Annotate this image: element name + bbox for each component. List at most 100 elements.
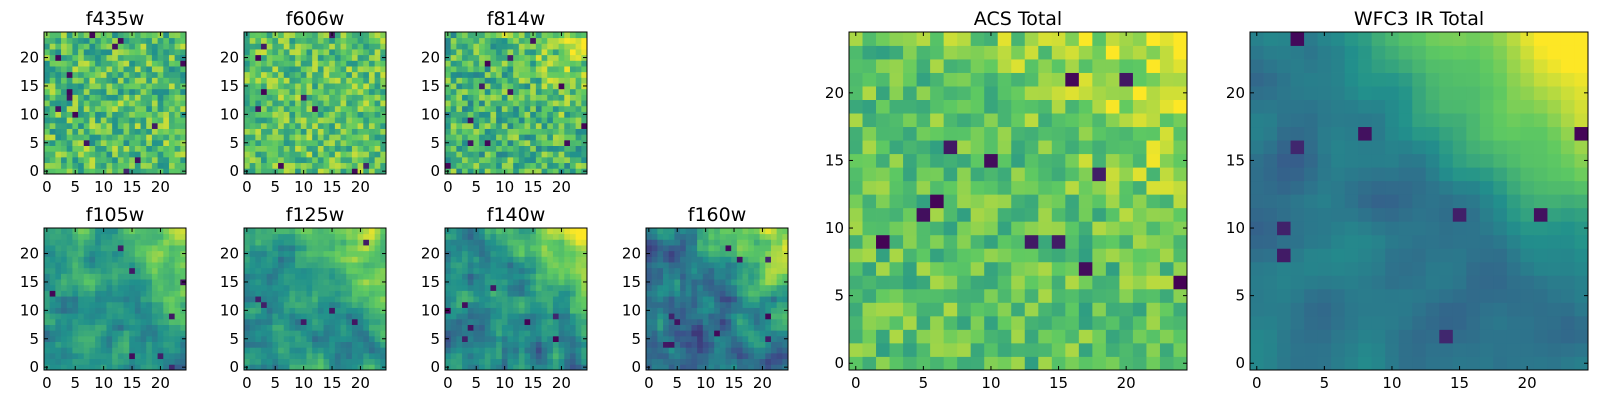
- heatmap-cell: [535, 145, 542, 152]
- heatmap-cell: [889, 180, 904, 195]
- heatmap-cell: [581, 228, 588, 235]
- heatmap-cell: [49, 156, 56, 164]
- heatmap-cell: [530, 156, 537, 164]
- heatmap-cell: [663, 228, 670, 235]
- heatmap-cell: [1038, 288, 1053, 303]
- heatmap-cell: [261, 77, 268, 84]
- heatmap-cell: [663, 262, 670, 269]
- heatmap-cell: [289, 233, 296, 240]
- heatmap-cell: [95, 77, 102, 84]
- heatmap-cell: [1092, 329, 1107, 344]
- heatmap-cell: [163, 284, 170, 291]
- heatmap-cell: [564, 66, 571, 73]
- heatmap-cell: [106, 77, 113, 84]
- heatmap-cell: [748, 250, 755, 257]
- heatmap-cell: [518, 156, 525, 164]
- heatmap-cell: [346, 60, 353, 67]
- heatmap-cell: [168, 352, 176, 360]
- heatmap-cell: [496, 32, 503, 39]
- heatmap-cell: [484, 71, 491, 78]
- heatmap-cell: [776, 301, 783, 308]
- heatmap-cell: [340, 296, 347, 303]
- heatmap-cell: [289, 245, 296, 252]
- heatmap-cell: [507, 88, 514, 95]
- heatmap-cell: [168, 358, 176, 365]
- heatmap-cell: [249, 83, 256, 90]
- heatmap-cell: [889, 207, 904, 222]
- heatmap-cell: [134, 273, 141, 280]
- heatmap-cell: [564, 296, 571, 303]
- heatmap-cell: [547, 250, 554, 257]
- heatmap-cell: [736, 256, 743, 263]
- heatmap-cell: [55, 134, 62, 141]
- heatmap-cell: [484, 128, 491, 135]
- heatmap-cell: [134, 111, 141, 118]
- heatmap-cell: [351, 66, 358, 73]
- heatmap-cell: [1092, 356, 1107, 371]
- heatmap-cell: [168, 364, 176, 371]
- heatmap-cell: [363, 358, 370, 365]
- heatmap-cell: [66, 341, 73, 348]
- heatmap-cell: [278, 168, 285, 175]
- heatmap-cell: [484, 267, 491, 274]
- heatmap-cell: [513, 37, 520, 44]
- heatmap-cell: [249, 105, 256, 112]
- heatmap-cell: [323, 313, 330, 320]
- heatmap-cell: [501, 256, 508, 263]
- heatmap-cell: [249, 49, 256, 56]
- heatmap-cell: [295, 43, 302, 50]
- heatmap-cell: [691, 364, 698, 371]
- heatmap-cell: [255, 122, 262, 129]
- heatmap-cell: [513, 83, 520, 90]
- heatmap-cell: [575, 122, 582, 129]
- heatmap-cell: [174, 77, 181, 84]
- heatmap-cell: [564, 49, 571, 56]
- heatmap-cell: [490, 100, 497, 107]
- heatmap-cell: [467, 313, 474, 320]
- x-tick-label: 15: [122, 374, 141, 392]
- heatmap-cell: [564, 168, 571, 175]
- heatmap-cell: [134, 77, 141, 84]
- heatmap-cell: [261, 37, 268, 44]
- heatmap-cell: [283, 94, 290, 101]
- heatmap-cell: [456, 43, 463, 50]
- heatmap-cell: [903, 315, 917, 330]
- heatmap-cell: [272, 49, 279, 56]
- heatmap-cell: [334, 139, 341, 146]
- heatmap-cell: [106, 60, 113, 67]
- heatmap-cell: [266, 313, 273, 320]
- heatmap-cell: [272, 111, 279, 118]
- heatmap-cell: [255, 284, 262, 291]
- heatmap-cell: [83, 156, 90, 164]
- heatmap-cell: [782, 256, 789, 263]
- heatmap-cell: [168, 100, 176, 107]
- heatmap-cell: [340, 358, 347, 365]
- x-tick-label: 20: [151, 374, 170, 392]
- heatmap-cell: [266, 122, 273, 129]
- heatmap-cell: [368, 262, 376, 269]
- heatmap-cell: [552, 117, 559, 124]
- heatmap-cell: [100, 335, 107, 342]
- heatmap-cell: [329, 88, 336, 95]
- heatmap-cell: [100, 245, 107, 252]
- heatmap-cell: [129, 250, 136, 257]
- heatmap-cell: [731, 290, 738, 297]
- heatmap-cell: [462, 364, 469, 371]
- heatmap-cell: [306, 122, 313, 129]
- heatmap-cell: [462, 156, 469, 164]
- heatmap-cell: [261, 111, 268, 118]
- heatmap-cell: [368, 117, 376, 124]
- heatmap-cell: [283, 49, 290, 56]
- heatmap-cell: [89, 364, 96, 371]
- heatmap-cell: [266, 151, 273, 158]
- heatmap-cell: [49, 256, 56, 263]
- heatmap-cell: [134, 94, 141, 101]
- heatmap-cell: [903, 261, 917, 276]
- heatmap-cell: [129, 122, 136, 129]
- heatmap-cell: [112, 145, 119, 152]
- heatmap-cell: [249, 88, 256, 95]
- heatmap-cell: [490, 245, 497, 252]
- heatmap-cell: [95, 358, 102, 365]
- heatmap-cell: [943, 167, 958, 182]
- heatmap-cell: [346, 324, 353, 331]
